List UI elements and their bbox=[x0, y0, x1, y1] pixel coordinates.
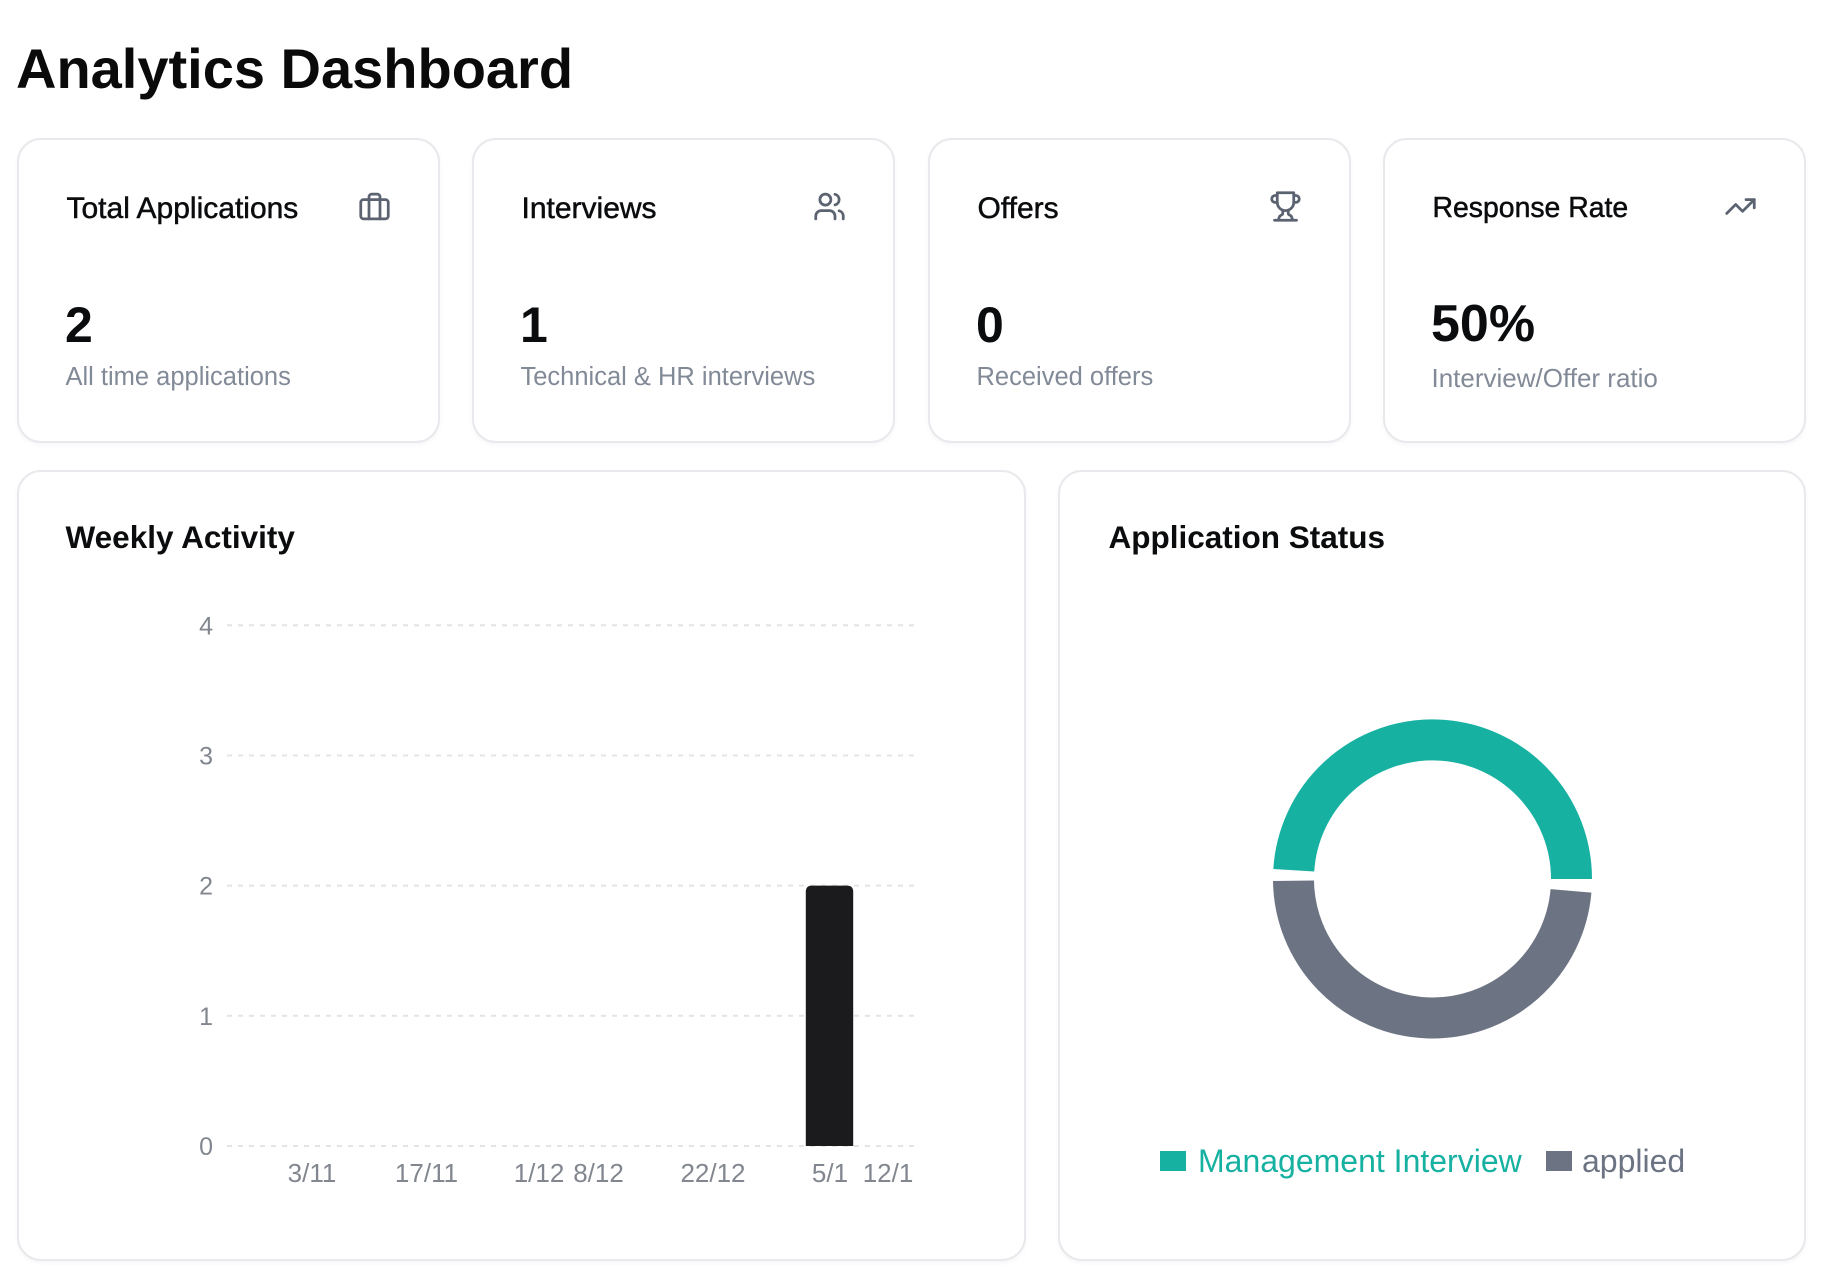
svg-text:2: 2 bbox=[199, 873, 213, 901]
svg-text:3: 3 bbox=[199, 743, 213, 771]
svg-text:22/12: 22/12 bbox=[680, 1158, 745, 1188]
svg-text:0: 0 bbox=[199, 1133, 213, 1161]
svg-text:1: 1 bbox=[199, 1003, 213, 1031]
svg-text:12/1: 12/1 bbox=[863, 1158, 914, 1188]
svg-text:1/12: 1/12 bbox=[514, 1158, 565, 1188]
svg-text:17/11: 17/11 bbox=[395, 1158, 458, 1188]
svg-text:8/12: 8/12 bbox=[573, 1158, 624, 1188]
svg-text:4: 4 bbox=[199, 612, 213, 640]
svg-text:3/11: 3/11 bbox=[288, 1158, 337, 1188]
svg-text:5/1: 5/1 bbox=[812, 1158, 848, 1188]
